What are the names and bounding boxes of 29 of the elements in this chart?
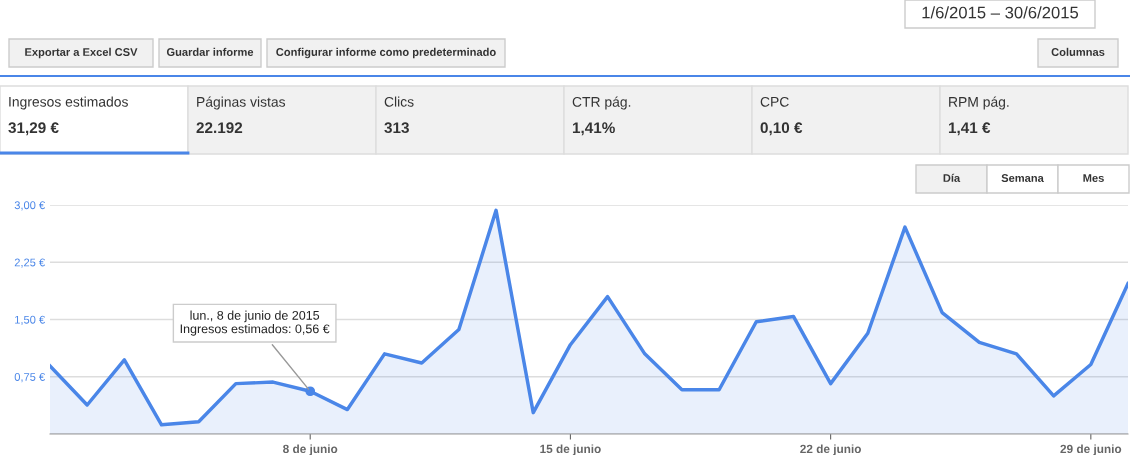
text: Día — [943, 173, 961, 182]
text: Páginas vistas — [197, 96, 286, 110]
text: Semana — [1001, 174, 1044, 182]
y-tick-label: 0,75 € — [14, 373, 45, 383]
text: Exportar a Excel CSV — [25, 47, 138, 59]
x-tick-label: 22 de junio — [800, 444, 861, 455]
text: CPC — [760, 96, 789, 107]
text: CTR pág. — [572, 96, 631, 110]
y-tick-label: 2,25 € — [14, 258, 45, 268]
text: 0,10 € — [760, 122, 803, 136]
text: 313 — [384, 122, 409, 134]
text: Clics — [384, 96, 414, 107]
x-tick-label: 15 de junio — [540, 444, 601, 455]
text: Configurar informe como predeterminado — [276, 47, 496, 59]
text: Ingresos estimados — [9, 96, 128, 110]
x-tick-label: 29 de junio — [1060, 444, 1122, 455]
annotation: lun., 8 de junio de 2015 Ingresos estimados: 0,56 € — [180, 310, 330, 336]
text: Mes — [1083, 174, 1104, 182]
text: Columnas — [1051, 47, 1105, 56]
text: 31,29 € — [8, 122, 59, 136]
text: RPM pág. — [949, 96, 1009, 110]
text: 1,41 € — [948, 122, 991, 136]
text: 22.192 — [196, 122, 243, 134]
text: 1,41% — [572, 122, 615, 136]
y-tick-label: 1,50 € — [15, 315, 45, 325]
y-tick-label: 3,00 € — [14, 201, 45, 211]
x-tick-label: 8 de junio — [283, 444, 338, 455]
text: Guardar informe — [166, 47, 254, 56]
text: 1/6/2015 – 30/6/2015 — [922, 6, 1079, 19]
